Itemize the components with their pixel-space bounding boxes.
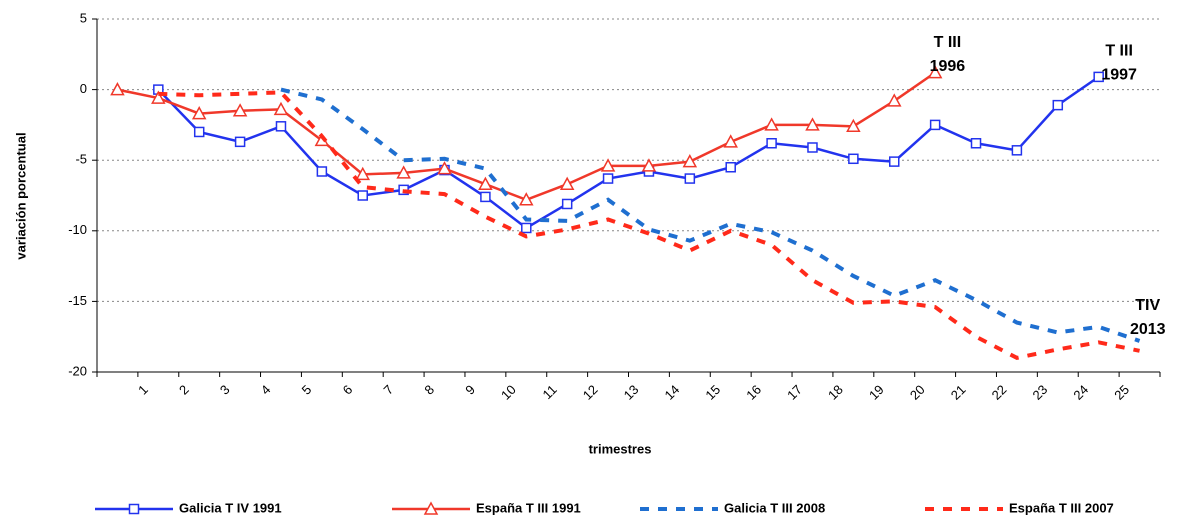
x-tick-label: 16 [743, 382, 764, 403]
marker [355, 166, 371, 181]
marker [723, 134, 738, 148]
x-tick-label: 14 [662, 382, 683, 403]
series-line [158, 90, 1140, 360]
annotation: T III [934, 34, 962, 51]
marker [1011, 145, 1023, 156]
marker [725, 162, 736, 173]
marker [275, 121, 287, 132]
x-tick-label: 12 [580, 382, 601, 403]
marker [805, 117, 820, 131]
legend-marker [423, 501, 439, 515]
marker [357, 190, 368, 201]
x-tick-label: 7 [380, 382, 396, 398]
x-tick-label: 19 [866, 382, 887, 403]
x-tick-label: 9 [462, 382, 478, 398]
marker [641, 158, 657, 172]
x-tick-label: 21 [948, 382, 969, 403]
x-tick-label: 22 [989, 382, 1010, 403]
y-tick-label: -5 [75, 152, 87, 167]
x-tick-label: 15 [702, 382, 723, 403]
marker [929, 119, 941, 131]
marker [234, 136, 246, 148]
annotation: 1996 [930, 58, 966, 75]
marker [807, 142, 818, 153]
annotation: T III [1105, 43, 1133, 60]
marker [437, 161, 452, 175]
x-axis-label: trimestres [589, 441, 652, 456]
x-tick-label: 18 [825, 382, 846, 403]
marker [764, 117, 779, 131]
legend-marker [128, 503, 140, 515]
series-line [280, 87, 1141, 343]
marker [273, 101, 289, 116]
marker [521, 222, 532, 234]
x-tick-label: 2 [176, 382, 192, 398]
x-tick-label: 8 [421, 382, 437, 398]
series-line [117, 71, 936, 202]
annotation: 2013 [1130, 321, 1166, 338]
x-tick-label: 10 [498, 382, 519, 403]
annotation: TIV [1135, 297, 1160, 314]
x-tick-label: 5 [299, 382, 315, 398]
marker [193, 126, 205, 138]
marker [478, 176, 493, 190]
marker [684, 173, 696, 184]
marker [1052, 99, 1064, 111]
y-axis-label: variación porcentual [13, 132, 28, 259]
series-line [157, 75, 1100, 230]
x-tick-label: 25 [1111, 382, 1132, 403]
x-tick-label: 24 [1070, 382, 1091, 403]
marker [602, 173, 614, 184]
marker [519, 192, 534, 206]
marker [316, 166, 328, 177]
legend-label: Galicia T IV 1991 [179, 500, 282, 515]
legend-label: España T III 2007 [1009, 500, 1114, 515]
x-tick-label: 23 [1030, 382, 1051, 403]
marker [110, 82, 125, 96]
x-tick-label: 1 [135, 382, 151, 398]
x-tick-label: 13 [621, 382, 642, 403]
legend-label: Galicia T III 2008 [724, 500, 825, 515]
marker [191, 106, 207, 120]
marker [151, 90, 166, 104]
annotation: 1997 [1101, 67, 1137, 84]
x-tick-label: 17 [784, 382, 805, 403]
marker [600, 158, 616, 172]
x-tick-label: 3 [217, 382, 233, 398]
x-tick-label: 20 [907, 382, 928, 403]
marker [396, 165, 411, 179]
marker [886, 93, 902, 107]
marker [682, 154, 698, 168]
marker [561, 198, 573, 210]
y-tick-label: -15 [68, 293, 87, 308]
marker [232, 103, 248, 117]
marker [927, 65, 943, 79]
y-tick-label: 5 [80, 10, 87, 25]
marker [846, 118, 861, 133]
x-tick-label: 11 [540, 382, 560, 402]
marker [970, 138, 982, 149]
x-tick-label: 4 [258, 382, 274, 398]
marker [1093, 71, 1104, 83]
marker [889, 156, 900, 167]
y-tick-label: -10 [68, 222, 87, 237]
y-tick-label: 0 [80, 81, 87, 96]
marker [559, 176, 575, 190]
x-tick-label: 6 [340, 382, 356, 398]
y-tick-label: -20 [68, 363, 87, 378]
legend-label: España T III 1991 [476, 500, 581, 515]
marker [766, 138, 777, 149]
marker [848, 153, 859, 165]
marker [480, 191, 491, 203]
